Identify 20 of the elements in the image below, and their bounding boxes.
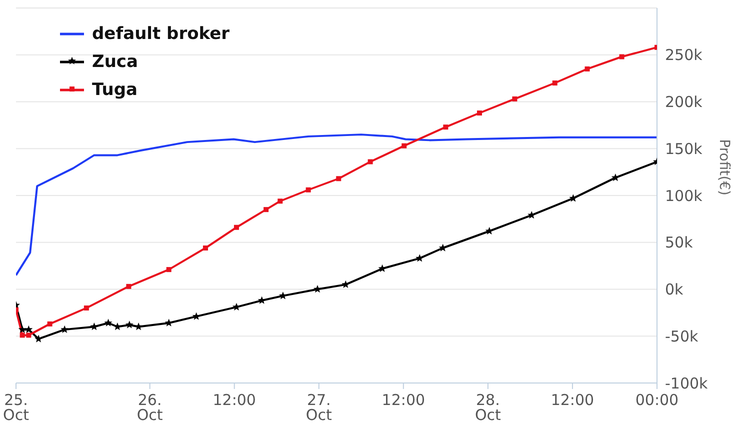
x-tick-label: 25. Oct (3, 391, 30, 424)
y-tick-label: 0k (665, 280, 684, 299)
x-tick-label: 12:00 (212, 391, 256, 409)
y-tick-label: -100k (665, 374, 708, 392)
x-tick-label: 12:00 (550, 391, 594, 409)
x-tick-label: 00:00 (635, 391, 679, 409)
legend-label: default broker (91, 23, 230, 46)
x-tick-label: 27. Oct (306, 391, 332, 424)
legend-label: Tuga (91, 79, 138, 102)
x-tick-label: 12:00 (382, 391, 426, 409)
legend-label: Zuca (91, 51, 139, 74)
x-tick-label: 26. Oct (136, 391, 163, 424)
y-tick-label: 100k (665, 186, 703, 205)
x-tick-label: 28. Oct (474, 391, 502, 424)
y-tick-label: 50k (665, 234, 694, 252)
y-tick-label: 250k (665, 46, 703, 64)
y-tick-label: 150k (665, 140, 703, 158)
y-axis-title: Profit(€) (716, 139, 732, 196)
y-tick-label: 200k (665, 93, 703, 112)
y-tick-label: -50k (665, 327, 698, 346)
